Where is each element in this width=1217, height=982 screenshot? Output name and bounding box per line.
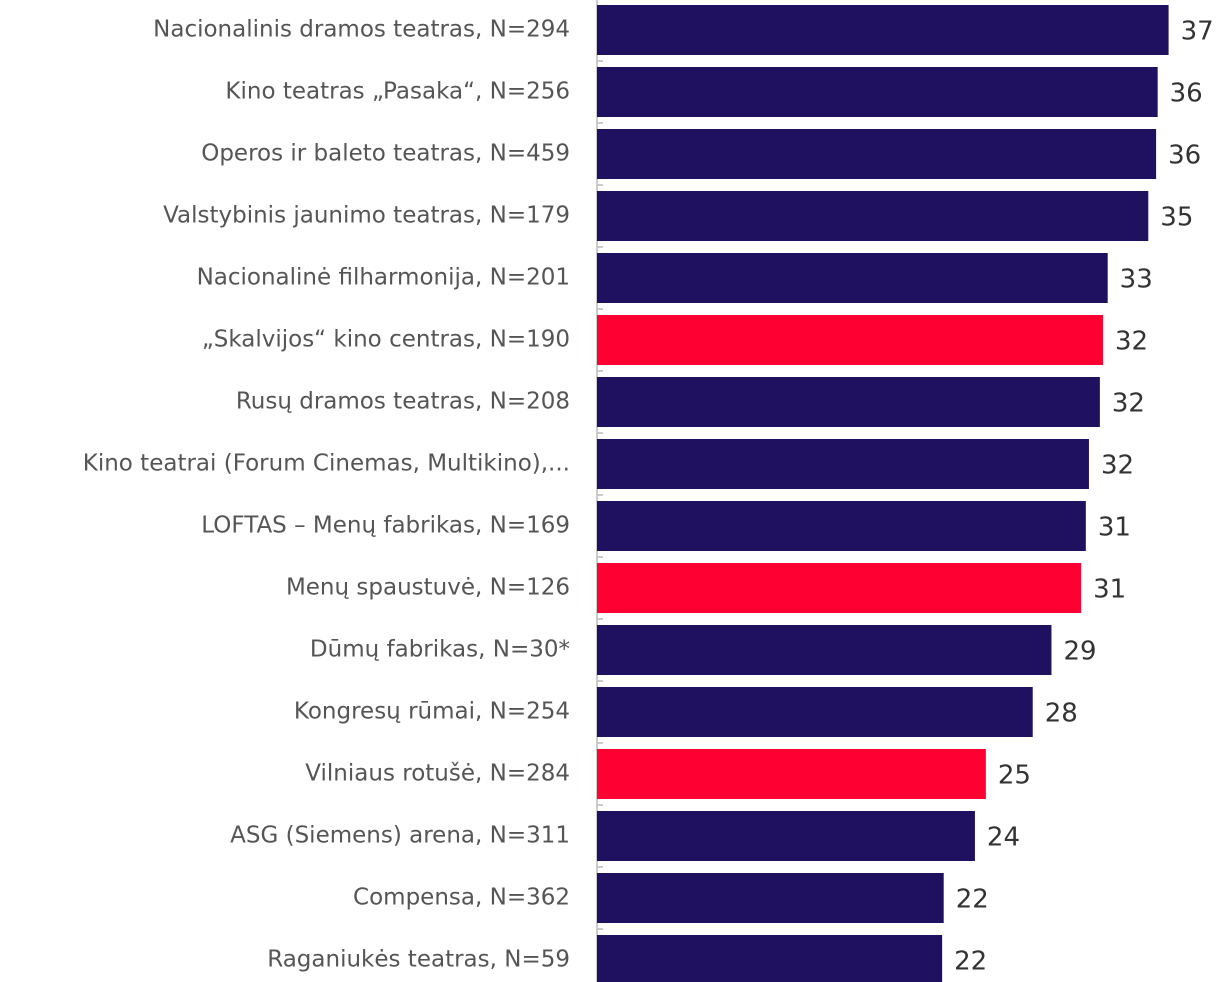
category-label: Kino teatrai (Forum Cinemas, Multikino),…	[83, 451, 570, 477]
category-label: Menų spaustuvė, N=126	[286, 575, 570, 601]
category-label: Operos ir baleto teatras, N=459	[201, 141, 570, 167]
bar	[597, 873, 944, 923]
category-label: „Skalvijos“ kino centras, N=190	[202, 327, 570, 353]
category-label: Nacionalinė filharmonija, N=201	[197, 265, 570, 291]
bar	[597, 191, 1149, 241]
bar	[597, 129, 1157, 179]
bar	[597, 749, 986, 799]
value-label: 22	[954, 947, 987, 977]
category-label: Dūmų fabrikas, N=30*	[310, 637, 570, 663]
bar	[597, 439, 1089, 489]
category-label: Vilniaus rotušė, N=284	[305, 761, 570, 787]
bar	[597, 687, 1033, 737]
bar	[597, 5, 1169, 55]
value-label: 32	[1115, 327, 1148, 357]
value-label: 28	[1045, 699, 1078, 729]
category-label: ASG (Siemens) arena, N=311	[230, 823, 570, 849]
bar	[597, 625, 1052, 675]
bar	[597, 315, 1103, 365]
category-label: Kongresų rūmai, N=254	[294, 699, 570, 725]
value-label: 36	[1168, 141, 1201, 171]
value-label: 32	[1112, 389, 1145, 419]
category-label: Nacionalinis dramos teatras, N=294	[153, 17, 570, 43]
value-label: 24	[987, 823, 1020, 853]
bar	[597, 377, 1100, 427]
value-label: 37	[1181, 17, 1214, 47]
value-label: 22	[956, 885, 989, 915]
value-label: 25	[998, 761, 1031, 791]
category-label: Rusų dramos teatras, N=208	[236, 389, 570, 415]
category-label: Raganiukės teatras, N=59	[267, 947, 570, 973]
bar	[597, 935, 943, 982]
value-label: 31	[1098, 513, 1131, 543]
category-label: Kino teatras „Pasaka“, N=256	[225, 79, 570, 105]
value-label: 36	[1170, 79, 1203, 109]
bar	[597, 501, 1086, 551]
bar	[597, 563, 1082, 613]
value-label: 31	[1093, 575, 1126, 605]
bar	[597, 67, 1158, 117]
value-label: 32	[1101, 451, 1134, 481]
category-label: LOFTAS – Menų fabrikas, N=169	[201, 513, 570, 539]
category-label: Compensa, N=362	[353, 885, 570, 911]
value-label: 29	[1063, 637, 1096, 667]
value-label: 35	[1160, 203, 1193, 233]
category-label: Valstybinis jaunimo teatras, N=179	[163, 203, 570, 229]
bar	[597, 811, 975, 861]
bar	[597, 253, 1108, 303]
value-label: 33	[1120, 265, 1153, 295]
